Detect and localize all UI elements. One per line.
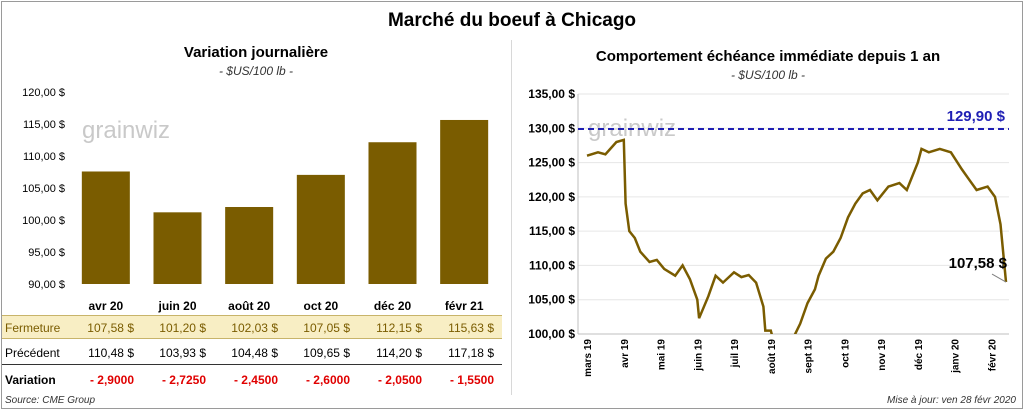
y-tick-label: 130,00 $ [528, 121, 575, 135]
y-tick-label: 110,00 $ [529, 258, 575, 272]
y-tick-label: 120,00 $ [528, 190, 575, 204]
bar [81, 171, 130, 284]
variation-cell: - 2,0500 [377, 373, 422, 387]
y-tick-label: 125,00 $ [528, 156, 575, 170]
bar [368, 142, 417, 284]
variation-label: Variation [5, 373, 56, 387]
x-tick-label: juil 19 [730, 339, 741, 369]
previous-label: Précédent [5, 346, 60, 360]
bar [225, 207, 274, 284]
y-tick-label: 100,00 $ [22, 215, 65, 227]
left-subtitle: Variation journalière [183, 44, 329, 61]
bar-chart: grainwiz 90,00 $ 95,00 $ 100,00 $ 105,00 $ 1… [22, 87, 489, 313]
close-cell: 107,58 $ [87, 321, 134, 335]
bar [153, 212, 202, 284]
close-cell: 102,03 $ [231, 321, 278, 335]
right-panel: Comportement échéance immédiate depuis 1… [512, 0, 1024, 410]
bar [296, 174, 345, 284]
close-label: Fermeture [5, 321, 61, 335]
previous-cell: 114,20 $ [376, 346, 422, 360]
x-tick-label: juin 19 [693, 339, 704, 372]
previous-cell: 117,18 $ [448, 346, 494, 360]
previous-cell: 110,48 $ [88, 346, 134, 360]
reference-label: 129,90 $ [947, 108, 1006, 125]
y-tick-label: 110,00 $ [23, 151, 65, 163]
x-tick-label: févr 20 [987, 339, 998, 372]
table-row-previous: Précédent 110,48 $ 103,93 $ 104,48 $ 109… [2, 341, 502, 365]
x-tick-label: avr 19 [620, 339, 631, 368]
x-tick-label: août 19 [767, 339, 778, 374]
y-tick-label: 90,00 $ [28, 279, 65, 291]
x-tick-label: avr 20 [88, 299, 123, 313]
y-tick-label: 105,00 $ [528, 293, 575, 307]
x-tick-label: janv 20 [951, 339, 962, 374]
watermark-left: grainwiz [82, 117, 170, 144]
y-tick-label: 105,00 $ [22, 183, 65, 195]
previous-cell: 103,93 $ [159, 346, 206, 360]
variation-cell: - 2,4500 [233, 373, 278, 387]
y-tick-label: 115,00 $ [23, 119, 65, 131]
y-tick-label: 120,00 $ [22, 87, 65, 99]
right-unit: - $US/100 lb - [730, 68, 806, 82]
x-tick-label: oct 19 [840, 339, 851, 368]
x-tick-label: mars 19 [583, 339, 594, 377]
left-panel: Variation journalière - $US/100 lb - gra… [2, 44, 502, 392]
variation-cell: - 1,5500 [449, 373, 494, 387]
table-row-variation: Variation - 2,9000 - 2,7250 - 2,4500 - 2… [2, 368, 502, 392]
panel-divider [511, 40, 512, 395]
close-cell: 107,05 $ [303, 321, 350, 335]
y-tick-label: 95,00 $ [28, 247, 65, 259]
previous-cell: 109,65 $ [303, 346, 350, 360]
source-note: Source: CME Group [5, 395, 96, 406]
x-tick-label: sept 19 [804, 339, 815, 374]
main-title: Marché du boeuf à Chicago [387, 10, 637, 31]
y-tick-label: 115,00 $ [529, 224, 575, 238]
y-tick-label: 100,00 $ [528, 327, 575, 341]
left-unit: - $US/100 lb - [218, 64, 294, 78]
x-tick-label: déc 19 [914, 339, 925, 371]
close-cell: 101,20 $ [159, 321, 206, 335]
last-value-label: 107,58 $ [949, 255, 1008, 272]
price-line [586, 138, 1008, 334]
right-subtitle: Comportement échéance immédiate depuis 1… [595, 48, 941, 65]
line-chart: grainwiz 100,00 $105,00 $110,00 $115,00 … [528, 87, 1009, 377]
x-tick-label: nov 19 [877, 339, 888, 371]
update-note: Mise à jour: ven 28 févr 2020 [887, 395, 1016, 406]
x-tick-label: oct 20 [303, 299, 338, 313]
variation-cell: - 2,6000 [305, 373, 350, 387]
x-tick-label: déc 20 [374, 299, 412, 313]
close-cell: 115,63 $ [448, 321, 494, 335]
x-tick-label: août 20 [228, 299, 270, 313]
variation-cell: - 2,9000 [89, 373, 134, 387]
x-tick-label: juin 20 [157, 299, 196, 313]
x-tick-label: févr 21 [445, 299, 484, 313]
close-cell: 112,15 $ [376, 321, 422, 335]
variation-cell: - 2,7250 [161, 373, 206, 387]
x-tick-label: mai 19 [657, 339, 668, 371]
table-row-close: Fermeture 107,58 $ 101,20 $ 102,03 $ 107… [2, 315, 502, 339]
y-tick-label: 135,00 $ [528, 87, 575, 101]
previous-cell: 104,48 $ [231, 346, 278, 360]
last-value-leader [991, 273, 1007, 283]
bar [440, 119, 489, 284]
